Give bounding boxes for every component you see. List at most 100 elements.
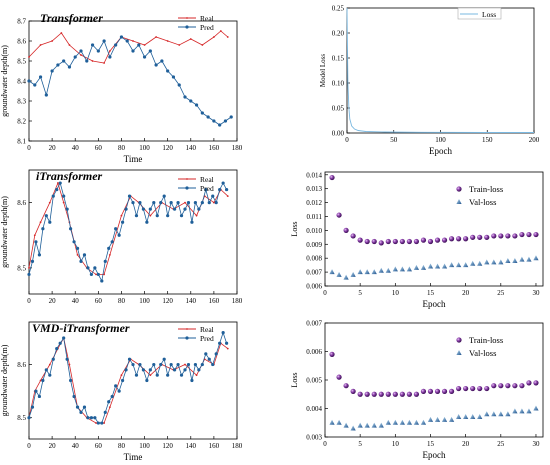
plot-frame (28, 321, 238, 440)
data-point (62, 194, 66, 198)
data-point (434, 237, 441, 243)
data-point (183, 95, 187, 99)
x-tick-label: 30 (532, 440, 540, 448)
data-point (27, 416, 31, 420)
data-point (184, 201, 186, 204)
data-point (148, 368, 152, 372)
data-point (364, 391, 370, 397)
data-point (68, 363, 71, 366)
data-point (69, 378, 73, 383)
data-point (201, 44, 204, 46)
legend-marker (456, 186, 462, 192)
x-tick-label: 180 (232, 442, 243, 450)
data-point (200, 362, 204, 367)
data-point (131, 201, 135, 205)
data-point (159, 201, 163, 205)
data-point (69, 227, 73, 231)
data-point (448, 236, 455, 242)
y-tick-label: 0.004 (306, 405, 322, 413)
data-point (477, 414, 483, 420)
legend-item-pred: Pred (178, 184, 214, 193)
data-point (427, 263, 434, 269)
data-point (533, 255, 539, 261)
data-point (79, 259, 83, 263)
data-point (371, 238, 377, 245)
data-point (179, 373, 184, 377)
y-axis-label: groundwater depth(m) (0, 45, 9, 117)
plot-frame (28, 169, 238, 295)
data-point (110, 394, 114, 399)
data-point (406, 238, 412, 245)
data-point (392, 419, 398, 425)
data-point (448, 262, 455, 268)
legend-item-val-loss: Val-loss (456, 197, 496, 207)
data-point (413, 391, 420, 397)
data-point (50, 69, 54, 73)
data-point (177, 83, 181, 87)
data-point (76, 253, 79, 256)
data-point (121, 378, 125, 383)
x-tick-label: 200 (529, 136, 540, 144)
data-point (343, 227, 349, 233)
data-point (138, 362, 142, 367)
data-point (96, 272, 100, 277)
x-tick-label: 30 (532, 289, 540, 297)
data-point (343, 383, 349, 389)
y-tick-label: 8.4 (17, 78, 26, 86)
data-point (350, 388, 356, 394)
data-point (519, 231, 525, 238)
data-point (155, 373, 159, 377)
data-point (91, 60, 94, 62)
series-line (28, 30, 229, 64)
data-point (39, 221, 42, 224)
data-point (371, 422, 377, 428)
data-point (399, 266, 405, 272)
data-point (110, 240, 114, 244)
x-tick-label: 0 (323, 289, 327, 297)
legend-item-pred: Pred (178, 23, 214, 32)
x-tick-label: 25 (497, 440, 505, 448)
data-point (491, 411, 497, 417)
data-point (131, 49, 135, 53)
data-point (48, 373, 52, 377)
series-val-loss (329, 405, 539, 431)
data-point (498, 233, 504, 239)
data-point (65, 207, 69, 211)
series-loss (346, 7, 534, 133)
data-point (33, 83, 37, 87)
data-point (28, 56, 30, 58)
data-point (470, 260, 476, 266)
x-tick-label: 10 (392, 289, 400, 297)
data-point (484, 259, 490, 265)
legend-label: Real (200, 175, 214, 184)
chart-title: Transformer (40, 11, 103, 25)
data-point (378, 391, 384, 397)
data-point (218, 187, 222, 192)
data-point (33, 234, 36, 237)
y-tick-label: 8.7 (17, 18, 26, 26)
data-point (96, 421, 100, 425)
data-point (55, 187, 59, 192)
data-point (399, 419, 405, 425)
series-real (28, 30, 229, 64)
data-point (357, 237, 363, 243)
legend-item-real: Real (178, 175, 214, 184)
plot-frame (324, 322, 544, 438)
data-point (119, 35, 124, 39)
chart-loss2: 0 5 10 15 20 25 30 0.003 0.004 0.005 0.006 0.007 Epo… (290, 320, 544, 460)
data-point (448, 388, 455, 394)
data-point (79, 410, 83, 415)
data-point (51, 40, 54, 42)
y-tick-label: 8.5 (17, 414, 26, 422)
data-point (117, 233, 121, 237)
data-point (39, 379, 42, 382)
data-point (102, 39, 106, 43)
data-point (114, 384, 118, 388)
data-point (143, 44, 146, 46)
y-tick-label: 0.05 (332, 105, 345, 113)
data-point (519, 383, 525, 389)
x-tick-label: 40 (72, 297, 80, 305)
data-point (127, 357, 132, 361)
